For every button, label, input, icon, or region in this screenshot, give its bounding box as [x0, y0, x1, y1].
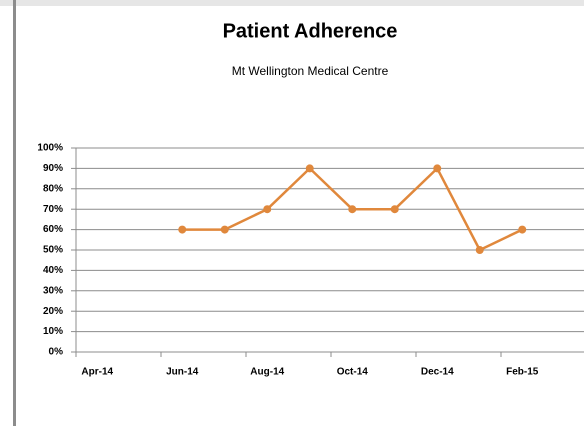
y-tick-label: 90% [43, 163, 63, 174]
top-strip [0, 0, 584, 6]
left-border [13, 0, 16, 426]
y-tick-label: 10% [43, 326, 63, 337]
x-tick-label: Aug-14 [250, 367, 284, 378]
data-point [263, 205, 272, 214]
chart-title: Patient Adherence [223, 20, 398, 42]
y-tick-label: 0% [49, 347, 64, 358]
y-tick-label: 100% [37, 143, 63, 154]
data-point [475, 246, 484, 254]
x-tick-label: Apr-14 [81, 367, 113, 378]
y-tick-label: 70% [43, 204, 63, 215]
x-tick-label: Oct-14 [337, 367, 369, 378]
y-tick-label: 80% [43, 183, 63, 194]
y-tick-label: 60% [43, 224, 63, 235]
y-tick-label: 40% [43, 265, 63, 276]
data-point [305, 164, 314, 173]
x-tick-label: Dec-14 [421, 367, 454, 378]
data-point [220, 225, 229, 234]
y-tick-label: 30% [43, 285, 63, 296]
data-point [178, 225, 187, 234]
chart-subtitle: Mt Wellington Medical Centre [232, 64, 389, 78]
x-tick-label: Jun-14 [166, 367, 199, 378]
data-point [433, 164, 442, 173]
y-tick-label: 20% [43, 306, 63, 317]
y-tick-label: 50% [43, 245, 63, 256]
data-point [348, 205, 357, 214]
data-point [390, 205, 399, 214]
data-point [518, 225, 527, 234]
x-tick-label: Feb-15 [506, 367, 539, 378]
